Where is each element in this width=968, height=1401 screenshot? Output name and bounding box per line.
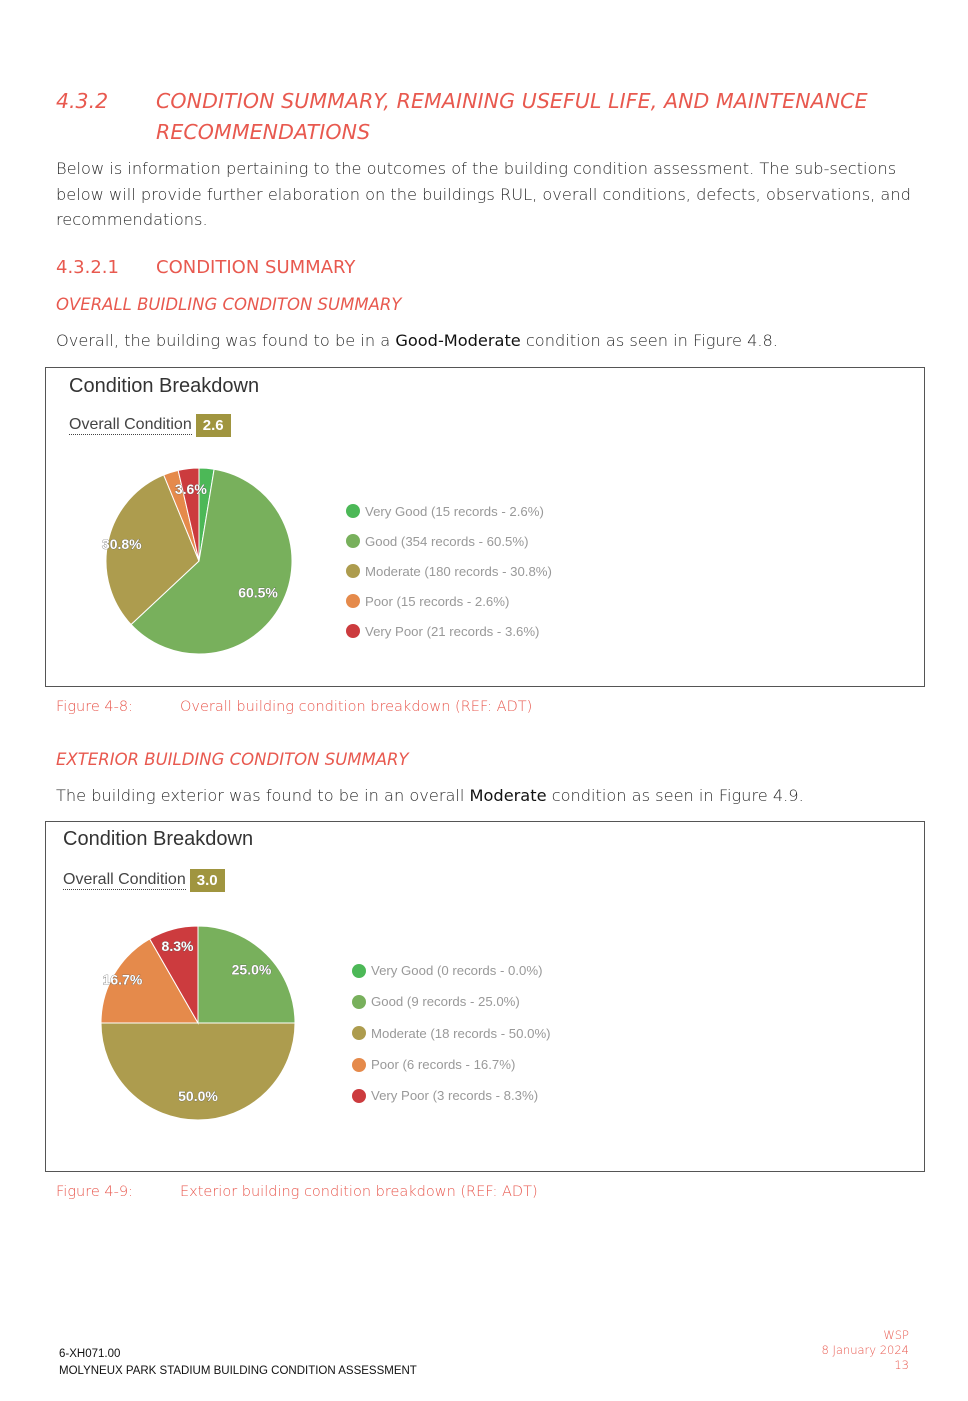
figure-exterior-condition: Condition Breakdown Overall Condition 3.…: [45, 821, 925, 1172]
caption-number: Figure 4-8:: [56, 699, 133, 715]
legend-item-very-good: Very Good (0 records - 0.0%): [352, 955, 551, 986]
pie-slice-poor: [100, 938, 199, 1024]
exterior-summary-text: The building exterior was found to be in…: [56, 783, 804, 809]
caption-text: Overall building condition breakdown (RE…: [180, 699, 533, 715]
pie-slice-good: [197, 925, 296, 1024]
data-label-moderate: 50.0%: [178, 1088, 218, 1104]
exterior-summary-title: EXTERIOR BUILDING CONDITON SUMMARY: [56, 750, 409, 769]
chart-legend: Very Good (15 records - 2.6%) Good (354 r…: [346, 496, 552, 646]
legend-item-moderate: Moderate (180 records - 30.8%): [346, 556, 552, 586]
legend-label: Good (354 records - 60.5%): [365, 533, 529, 549]
data-label-very-poor: 3.6%: [175, 481, 207, 497]
legend-item-very-good: Very Good (15 records - 2.6%): [346, 496, 552, 526]
document-date: 8 January 2024: [821, 1343, 910, 1357]
legend-marker: [352, 1026, 366, 1041]
legend-label: Very Good (0 records - 0.0%): [371, 963, 543, 979]
overall-condition: Overall Condition 2.6: [69, 414, 231, 437]
chart-title: Condition Breakdown: [63, 828, 254, 850]
caption-number: Figure 4-9:: [56, 1184, 133, 1200]
chart-legend: Very Good (0 records - 0.0%) Good (9 reco…: [352, 955, 551, 1111]
section-title: CONDITION SUMMARY, REMAINING USEFUL LIFE…: [156, 89, 868, 144]
legend-marker: [346, 624, 360, 638]
legend-item-poor: Poor (6 records - 16.7%): [352, 1049, 551, 1080]
chart-title: Condition Breakdown: [69, 375, 260, 397]
legend-label: Good (9 records - 25.0%): [371, 994, 520, 1010]
pie-slice-good: [130, 468, 293, 655]
legend-label: Poor (15 records - 2.6%): [365, 593, 510, 609]
pie-slice-very-poor: [148, 925, 199, 1025]
legend-label: Very Good (15 records - 2.6%): [365, 503, 544, 519]
page-number: 13: [894, 1358, 909, 1372]
legend-item-very-poor: Very Poor (3 records - 8.3%): [352, 1080, 551, 1111]
legend-marker: [346, 504, 360, 518]
pie-slice-moderate: [105, 474, 200, 626]
overall-summary-title: OVERALL BUIDLING CONDITON SUMMARY: [56, 295, 402, 314]
project-code: 6-XH071.00: [59, 1348, 121, 1360]
legend-marker: [346, 564, 360, 578]
overall-condition-label: Overall Condition: [63, 871, 186, 890]
data-label-very-poor: 8.3%: [162, 938, 194, 954]
legend-marker: [352, 1088, 366, 1103]
legend-item-good: Good (354 records - 60.5%): [346, 526, 552, 556]
caption-text: Exterior building condition breakdown (R…: [180, 1184, 538, 1200]
document-title: MOLYNEUX PARK STADIUM BUILDING CONDITION…: [59, 1365, 417, 1377]
legend-item-very-poor: Very Poor (21 records - 3.6%): [346, 616, 552, 646]
legend-label: Very Poor (3 records - 8.3%): [371, 1088, 539, 1104]
legend-label: Very Poor (21 records - 3.6%): [365, 623, 540, 639]
overall-condition-badge: 2.6: [195, 414, 231, 437]
overall-text-before: Overall, the building was found to be in…: [56, 331, 396, 350]
legend-marker: [346, 594, 360, 608]
exterior-text-after: condition as seen in Figure 4.9.: [546, 786, 804, 805]
data-label-good: 25.0%: [232, 962, 272, 978]
legend-label: Moderate (18 records - 50.0%): [371, 1025, 551, 1041]
company-name: WSP: [883, 1328, 909, 1342]
figure-overall-condition: Condition Breakdown Overall Condition 2.…: [45, 367, 925, 687]
legend-item-good: Good (9 records - 25.0%): [352, 986, 551, 1017]
section-number: 4.3.2: [56, 89, 109, 113]
data-label-good: 60.5%: [238, 585, 278, 601]
subsection-title: CONDITION SUMMARY: [156, 257, 356, 278]
legend-marker: [352, 963, 366, 978]
overall-text-after: condition as seen in Figure 4.8.: [520, 331, 778, 350]
data-label-poor: 16.7%: [103, 971, 143, 987]
pie-slice-moderate: [100, 1022, 296, 1121]
intro-paragraph: Below is information pertaining to the o…: [56, 159, 911, 229]
pie-slice-very-poor: [177, 467, 200, 562]
legend-label: Moderate (180 records - 30.8%): [365, 563, 552, 579]
legend-marker: [346, 534, 360, 548]
exterior-text-before: The building exterior was found to be in…: [56, 786, 470, 805]
footer-right: WSP 8 January 2024 13: [822, 1328, 910, 1373]
overall-condition-badge: 3.0: [189, 869, 225, 892]
pie-chart: 60.5% 30.8% 3.6%: [102, 467, 293, 655]
legend-item-moderate: Moderate (18 records - 50.0%): [352, 1018, 551, 1049]
overall-condition: Overall Condition 3.0: [63, 869, 225, 892]
pie-chart: 25.0% 50.0% 16.7% 8.3%: [100, 925, 296, 1121]
subsection-number: 4.3.2.1: [56, 257, 119, 278]
legend-marker: [352, 1057, 366, 1072]
data-label-moderate: 30.8%: [102, 536, 142, 552]
overall-condition-label: Overall Condition: [69, 416, 192, 435]
overall-summary-text: Overall, the building was found to be in…: [56, 328, 778, 354]
footer-left: 6-XH071.00 MOLYNEUX PARK STADIUM BUILDIN…: [59, 1346, 417, 1380]
exterior-text-bold: Moderate: [469, 786, 547, 805]
overall-text-bold: Good-Moderate: [395, 331, 521, 350]
legend-item-poor: Poor (15 records - 2.6%): [346, 586, 552, 616]
legend-marker: [352, 994, 366, 1009]
legend-label: Poor (6 records - 16.7%): [371, 1057, 516, 1073]
